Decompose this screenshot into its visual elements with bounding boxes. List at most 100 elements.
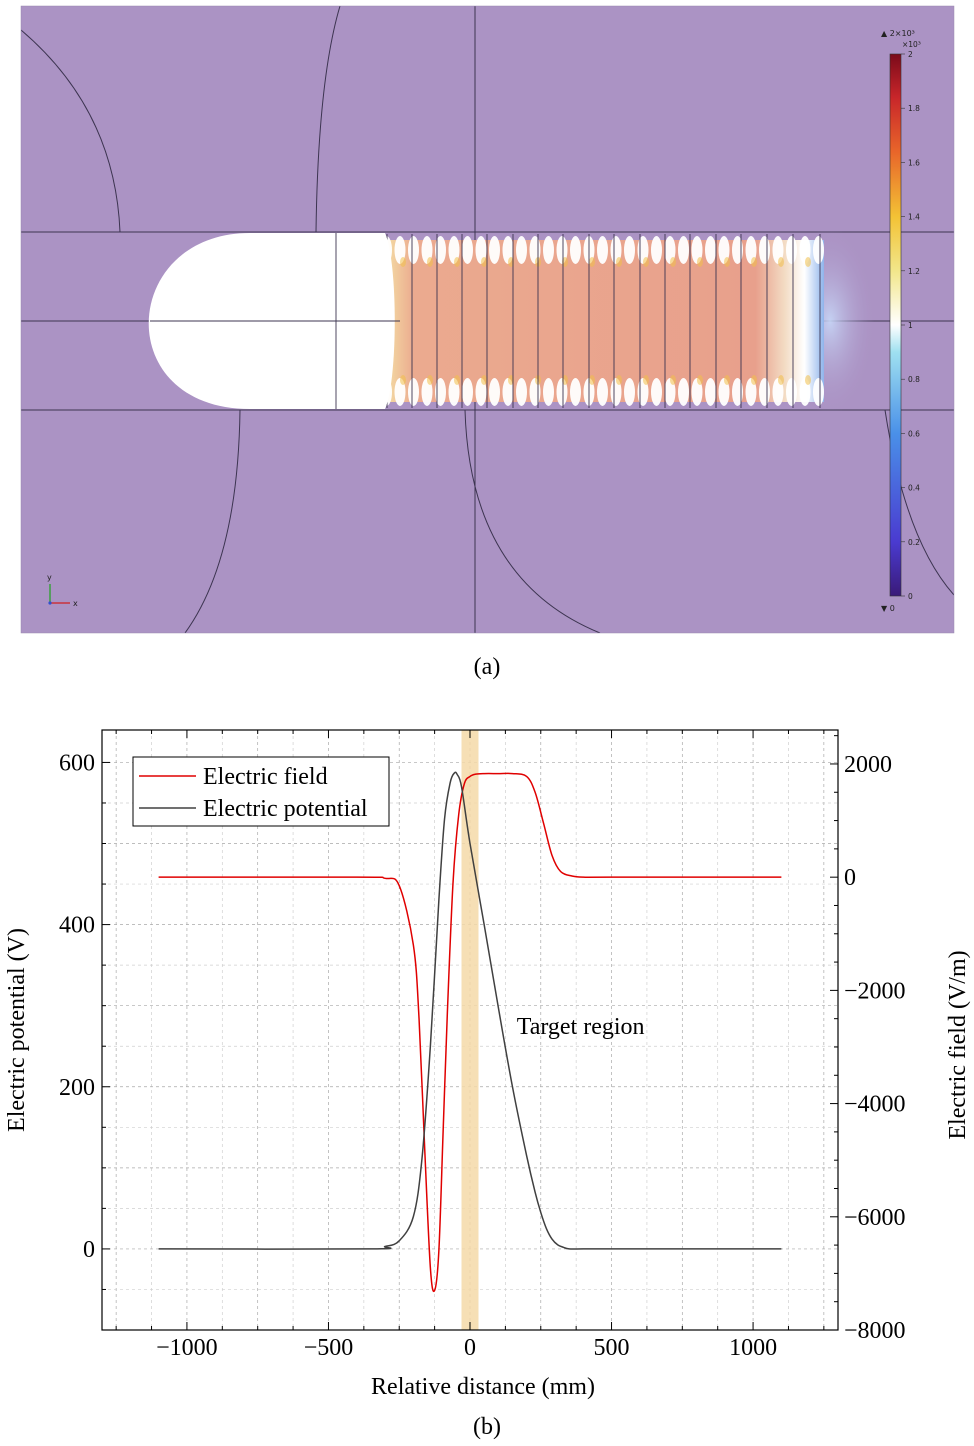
- coil-ripple-bottom: [516, 378, 527, 406]
- x-tick-label: −1000: [156, 1335, 218, 1361]
- colorbar-tick-label: 1.2: [908, 267, 920, 276]
- coil-ripple-top: [732, 236, 743, 264]
- y-tick-label: 0: [83, 1237, 95, 1263]
- coil-ripple-accent: [724, 375, 730, 385]
- coil-ripple-accent: [670, 257, 676, 267]
- coil-ripple-accent: [643, 257, 649, 267]
- coil-ripple-bottom: [597, 378, 608, 406]
- coil-ripple-accent: [697, 257, 703, 267]
- coil-ripple-accent: [400, 257, 406, 267]
- coil-ripple-bottom: [799, 378, 811, 406]
- coil-ripple-accent: [778, 257, 784, 267]
- coil-ripple-accent: [562, 257, 568, 267]
- coil-ripple-top: [651, 236, 662, 264]
- coil-ripple-top: [516, 236, 527, 264]
- coil-ripple-accent: [724, 257, 730, 267]
- colorbar-max-marker: ▲ 2×10³: [881, 29, 915, 38]
- axis-ticks: [102, 730, 838, 1331]
- colorbar-tick-label: 1: [908, 321, 913, 330]
- coil-ripple-top: [543, 236, 554, 264]
- coil-ripple-top: [421, 236, 433, 264]
- coil-ripple-bottom: [408, 378, 419, 406]
- coil-ripple-top: [705, 236, 716, 264]
- field-curves: [21, 6, 954, 633]
- colorbar-tick-label: 0.4: [908, 484, 920, 493]
- colorbar-tick-label: 2: [908, 50, 913, 59]
- coil-ripple-top: [394, 236, 406, 264]
- coil-ripple-bottom: [745, 378, 757, 406]
- x-tick-label: −500: [304, 1335, 354, 1361]
- coil-ripple-top: [772, 236, 784, 264]
- coil-ripple-bottom: [786, 378, 797, 406]
- panel-b-chart: −1000 −500 0 500 1000 0 200 400 600 2000 0 −2000 −40…: [4, 729, 971, 1440]
- coil-ripple-bottom: [691, 378, 703, 406]
- coil-ripple-top: [678, 236, 689, 264]
- coil-ripple-bottom: [772, 378, 784, 406]
- axis-tick-labels: −1000 −500 0 500 1000 0 200 400 600 2000 0 −2000 −40…: [59, 750, 906, 1361]
- colorbar-tick-label: 0.2: [908, 538, 920, 547]
- coil-ripple-bottom: [718, 378, 730, 406]
- coil-ripple-bottom: [705, 378, 716, 406]
- coil-ripple-top: [691, 236, 703, 264]
- y2-tick-label: −8000: [844, 1318, 906, 1344]
- triad-y-label: y: [47, 573, 52, 582]
- y2-tick-label: −6000: [844, 1205, 906, 1231]
- coil-ripple-bottom: [570, 378, 581, 406]
- coil-ripple-top: [597, 236, 608, 264]
- coil-ripple-accent: [400, 375, 406, 385]
- coil-ripple-accent: [427, 375, 433, 385]
- coil-ripple-accent: [778, 375, 784, 385]
- coil-ripple-accent: [616, 375, 622, 385]
- y2-tick-label: −4000: [844, 1092, 906, 1118]
- coil-ripple-top: [502, 236, 514, 264]
- coil-ripple-top: [799, 236, 811, 264]
- coil-ripple-accent: [562, 375, 568, 385]
- coil-ripple-top: [489, 236, 500, 264]
- coil-ripple-top: [745, 236, 757, 264]
- coil-ripple-accent: [616, 257, 622, 267]
- y2-tick-label: 2000: [844, 752, 892, 778]
- coil-ripple-bottom: [462, 378, 473, 406]
- x-tick-label: 500: [594, 1335, 630, 1361]
- target-region-band: [461, 730, 479, 1330]
- x-tick-label: 0: [464, 1335, 476, 1361]
- coil-ripple-bottom: [489, 378, 500, 406]
- colorbar-multiplier: ×10³: [902, 40, 921, 49]
- coil-ripple-bottom: [610, 378, 622, 406]
- coil-ripple-accent: [643, 375, 649, 385]
- coil-ripple-accent: [481, 375, 487, 385]
- colorbar-tick-label: 1.8: [908, 104, 920, 113]
- coil-ripple-bottom: [732, 378, 743, 406]
- y-axis-right-label: Electric field (V/m): [945, 950, 971, 1139]
- coil-ripple-accent: [508, 257, 514, 267]
- panel-b-caption: (b): [473, 1414, 501, 1440]
- coil-ripple-top: [570, 236, 581, 264]
- colorbar-tick-label: 1.6: [908, 158, 920, 167]
- coil-ripple-bottom: [543, 378, 554, 406]
- simulation-frame: [20, 5, 955, 634]
- coil-ripple-bottom: [502, 378, 514, 406]
- colorbar: [889, 53, 902, 597]
- y-tick-label: 200: [59, 1075, 95, 1101]
- coil-ripple-top: [664, 236, 676, 264]
- coil-ripple-top: [475, 236, 487, 264]
- coil-ripple-top: [556, 236, 568, 264]
- coil-ripple-accent: [751, 375, 757, 385]
- coil-ripple-top: [786, 236, 797, 264]
- colorbar-tick-label: 0.6: [908, 429, 920, 438]
- coil-ripple-top: [435, 236, 446, 264]
- coil-ripple-top: [610, 236, 622, 264]
- field-tube: [336, 240, 824, 402]
- chart-series: [158, 771, 782, 1293]
- x-axis-label: Relative distance (mm): [371, 1374, 595, 1400]
- coil-ripple-accent: [751, 257, 757, 267]
- coil-ripple-top: [462, 236, 473, 264]
- legend-box: [132, 756, 390, 827]
- coil-ripple-bottom: [421, 378, 433, 406]
- y2-tick-label: −2000: [844, 978, 906, 1004]
- colorbar-tick-label: 0.8: [908, 375, 920, 384]
- coil-ripple-top: [718, 236, 730, 264]
- coil-ripple-accent: [670, 375, 676, 385]
- coil-ripple-accent: [427, 257, 433, 267]
- triad-x-label: x: [73, 599, 78, 608]
